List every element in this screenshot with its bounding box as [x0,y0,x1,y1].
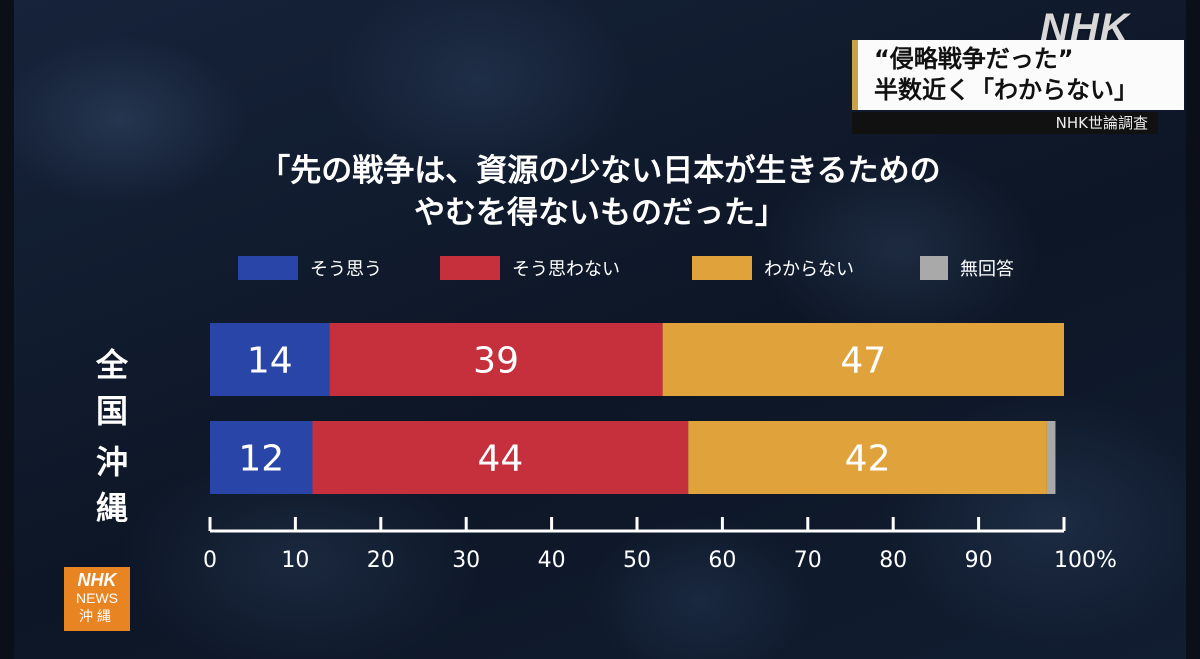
legend-swatch-unknown [692,256,752,280]
x-tick-label: 50 [623,548,651,573]
legend-label-no-answer: 無回答 [960,259,1014,280]
x-tick-label: 100% [1054,548,1117,573]
survey-question: 「先の戦争は、資源の少ない日本が生きるための やむを得ないものだった」 [180,150,1020,234]
bar-national-unknown [662,323,1064,396]
data-label-national-agree: 14 [247,341,293,382]
legend-swatch-agree [238,256,298,280]
bar-okinawa-unknown [688,421,1047,494]
badge-line-1: NHK [77,570,117,590]
legend-label-unknown: わからない [764,259,854,280]
question-line-1: 「先の戦争は、資源の少ない日本が生きるための [259,153,941,189]
data-label-okinawa-agree: 12 [238,439,284,480]
x-tick-label: 20 [367,548,395,573]
bar-okinawa-agree [210,421,313,494]
bar-okinawa-no-answer [1046,421,1056,494]
x-tick-label: 70 [794,548,822,573]
nhk-news-okinawa-badge: NHK NEWS 沖縄 [64,567,130,631]
bars-group: 14 39 47 12 44 42 [210,323,1064,494]
x-tick-label: 40 [538,548,566,573]
x-tick-label: 60 [708,548,736,573]
x-tick-label: 10 [281,548,309,573]
left-frame [0,0,14,659]
legend-swatch-no-answer [920,256,948,280]
bar-national-disagree [329,323,663,396]
x-tick-label: 0 [203,548,217,573]
question-line-2: やむを得ないものだった」 [414,195,786,231]
headline-line-2: 半数近く「わからない」 [874,76,1138,104]
legend-item-no-answer: 無回答 [920,255,1014,281]
headline-accent [852,40,858,110]
data-label-national-disagree: 39 [473,341,519,382]
x-tick-label: 80 [879,548,907,573]
legend-item-disagree: そう思わない [440,255,620,281]
row-label-okinawa: 沖 縄 [96,443,139,527]
x-axis: 0 10 20 30 40 50 60 70 80 90 100% [203,517,1117,573]
legend-label-disagree: そう思わない [512,259,620,280]
legend-item-unknown: わからない [692,255,854,281]
x-tick-label: 90 [965,548,993,573]
data-label-okinawa-disagree: 44 [477,439,523,480]
data-label-national-unknown: 47 [840,341,886,382]
legend-label-agree: そう思う [310,259,382,280]
data-label-okinawa-unknown: 42 [845,439,891,480]
x-tick-label: 30 [452,548,480,573]
badge-line-3: 沖縄 [79,608,115,624]
headline-line-1: “侵略戦争だった” [874,45,1074,73]
bar-okinawa-disagree [312,421,689,494]
legend-item-agree: そう思う [238,255,382,281]
legend-swatch-disagree [440,256,500,280]
survey-source: NHK世論調査 [852,112,1158,134]
row-label-national: 全 国 [96,346,139,430]
right-frame [1186,0,1200,659]
bar-national-agree [210,323,330,396]
badge-line-2: NEWS [76,590,118,606]
